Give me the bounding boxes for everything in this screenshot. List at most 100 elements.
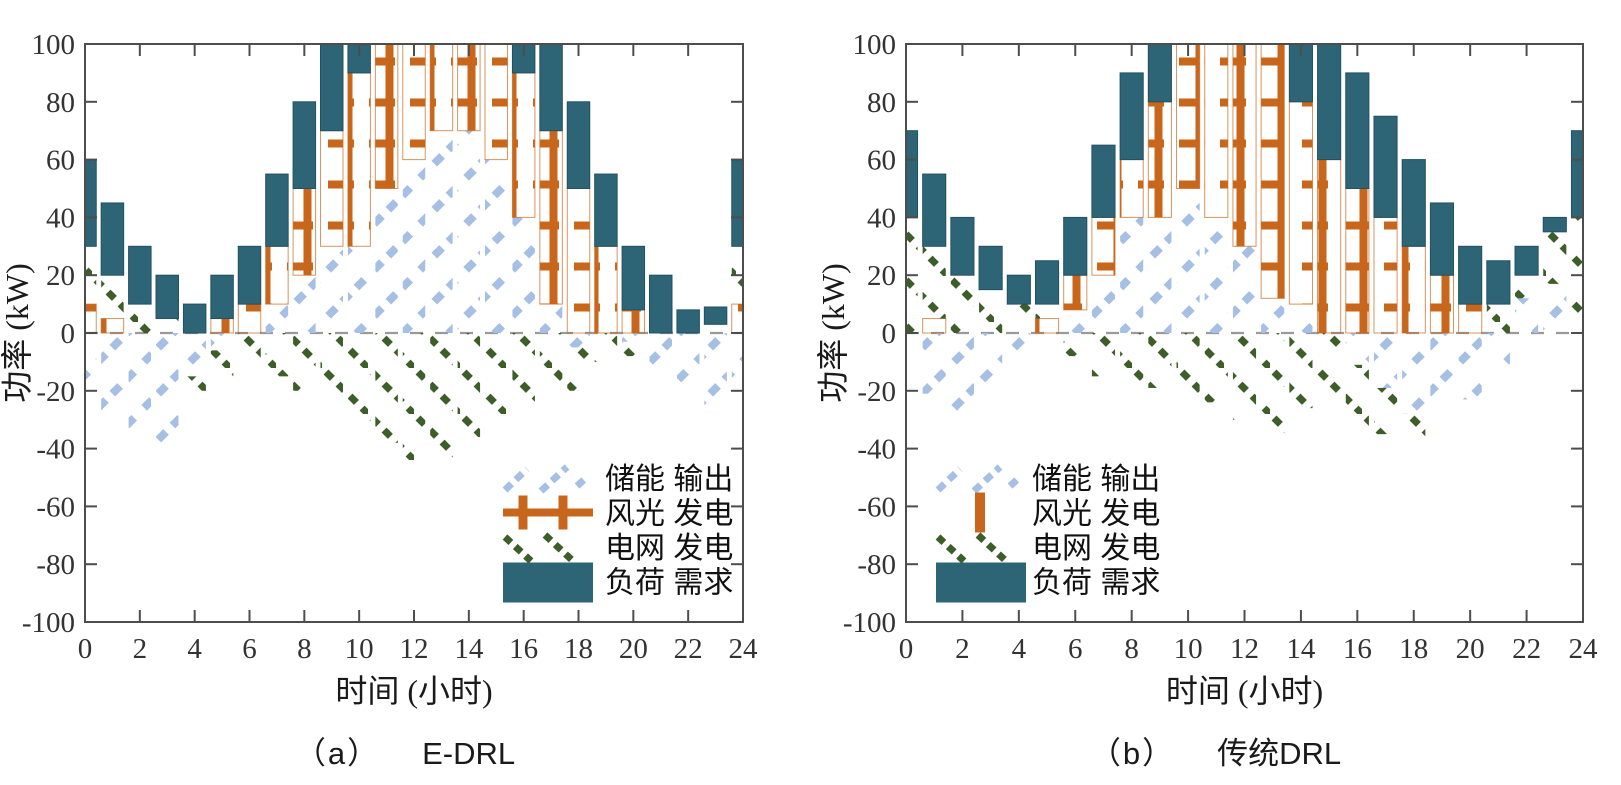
bar-grid-h16 <box>512 333 535 406</box>
bar-load-h7 <box>265 173 289 247</box>
bar-load-h19 <box>594 173 618 247</box>
y-tick--20: -20 <box>857 376 896 408</box>
x-tick-10: 10 <box>1174 633 1203 665</box>
renewable-bar-icon <box>975 492 985 533</box>
load-swatch-icon <box>936 562 1026 603</box>
legend-item-2: 电网 发电 <box>935 532 1160 565</box>
bar-load-h6 <box>1063 216 1088 276</box>
bar-grid-h9 <box>1148 333 1172 388</box>
bar-load-h1 <box>922 173 947 247</box>
bar-storage-h16 <box>512 217 535 333</box>
bar-storage-h23 <box>1543 283 1567 333</box>
bar-renewable-h6 <box>1063 274 1088 311</box>
bar-load-h16 <box>1345 72 1370 189</box>
y-tick--100: -100 <box>22 607 75 639</box>
bar-renewable-h6 <box>237 303 262 334</box>
y-tick-100: 100 <box>853 29 897 61</box>
bar-renewable-h19 <box>1429 274 1455 334</box>
tick-marks <box>84 43 744 623</box>
bar-grid-h2 <box>950 275 974 333</box>
bars-group <box>906 0 1583 440</box>
bars-group <box>85 0 743 461</box>
x-tick-8: 8 <box>1124 633 1139 665</box>
bar-load-h17 <box>539 44 563 132</box>
bar-storage-h0 <box>906 333 918 342</box>
x-tick-18: 18 <box>1399 633 1428 665</box>
bar-renewable-h12 <box>1232 44 1257 247</box>
bar-renewable-h1 <box>100 318 125 334</box>
bar-renewable-h7 <box>265 245 289 305</box>
bar-grid-h3 <box>979 289 1003 333</box>
x-tick-2: 2 <box>955 633 970 665</box>
bar-storage-h7 <box>265 304 289 333</box>
grid-hatch-icon <box>935 532 1009 564</box>
bar-storage-h15 <box>485 159 508 333</box>
bar-renewable-h9 <box>320 130 344 247</box>
bar-storage-h8 <box>293 275 316 333</box>
bar-storage-h11 <box>1204 217 1228 333</box>
bar-load-h8 <box>292 101 317 189</box>
legend-label-1: 风光 发电 <box>605 498 733 531</box>
bar-load-h11 <box>375 0 397 30</box>
x-tick-12: 12 <box>1230 633 1259 665</box>
bar-load-h1 <box>100 202 125 276</box>
bar-renewable-h5 <box>1034 318 1060 334</box>
bar-load-h3 <box>978 245 1003 291</box>
bar-storage-h12 <box>1232 246 1257 333</box>
y-tick-60: 60 <box>867 145 896 177</box>
y-tick-40: 40 <box>867 202 896 234</box>
bar-storage-h14 <box>1289 304 1313 333</box>
bar-grid-h12 <box>402 333 426 461</box>
x-tick-4: 4 <box>187 633 202 665</box>
chart-b-canvas: 0 2 4 6 8 10 12 14 16 18 20 22 24-100-80-60-40-20020… <box>815 0 1598 709</box>
bar-load-h12 <box>1233 0 1256 15</box>
bar-load-h4 <box>182 303 207 334</box>
bar-storage-h10 <box>1176 188 1200 333</box>
x-tick-20: 20 <box>1456 633 1485 665</box>
x-tick-0: 0 <box>899 633 914 665</box>
y-axis-title: 功率 (kW) <box>0 263 35 403</box>
bar-renewable-h9 <box>1147 101 1172 218</box>
bar-load-h23 <box>1542 216 1567 233</box>
bar-storage-h22 <box>1515 298 1539 333</box>
bar-grid-h8 <box>1120 333 1144 383</box>
bar-grid-h5 <box>210 350 234 386</box>
bar-renewable-h10 <box>347 72 371 247</box>
legend-item-3: 负荷 需求 <box>936 562 1160 603</box>
legend-item-0: 储能 输出 <box>502 463 733 496</box>
bar-grid-h10 <box>347 333 371 423</box>
bar-renewable-h5 <box>210 318 234 334</box>
bar-storage-h14 <box>457 130 481 333</box>
bar-load-h9 <box>320 44 344 132</box>
bar-storage-h2 <box>128 333 152 429</box>
bar-grid-h15 <box>485 333 508 420</box>
y-tick--100: -100 <box>843 607 896 639</box>
bar-load-h13 <box>1261 0 1284 24</box>
bar-load-h15 <box>485 0 507 30</box>
bar-renewable-h17 <box>539 130 563 305</box>
bar-storage-h5 <box>1035 333 1059 342</box>
bar-renewable-h16 <box>511 72 536 218</box>
bar-renewable-h20 <box>621 309 646 334</box>
x-tick-2: 2 <box>133 633 148 665</box>
bar-load-h0 <box>85 159 97 247</box>
bar-renewable-h20 <box>1458 303 1483 334</box>
bar-load-h6 <box>237 245 262 305</box>
y-tick-40: 40 <box>46 202 75 234</box>
y-tick-0: 0 <box>882 318 897 350</box>
bar-load-h18 <box>566 101 591 189</box>
bar-renewable-h8 <box>292 188 317 276</box>
legend-label-3: 负荷 需求 <box>1032 567 1160 600</box>
bar-load-h21 <box>1486 260 1511 305</box>
bar-load-h14 <box>1288 44 1313 103</box>
bar-storage-h7 <box>1091 275 1116 333</box>
bar-load-h20 <box>621 245 646 311</box>
bar-renewable-h13 <box>1260 44 1285 299</box>
bar-grid-h13 <box>1261 333 1285 435</box>
bar-load-h21 <box>649 274 673 334</box>
bar-grid-h17 <box>1373 387 1398 435</box>
bar-load-h18 <box>1401 159 1426 247</box>
bar-renewable-h19 <box>594 245 618 334</box>
y-tick--80: -80 <box>36 549 75 581</box>
